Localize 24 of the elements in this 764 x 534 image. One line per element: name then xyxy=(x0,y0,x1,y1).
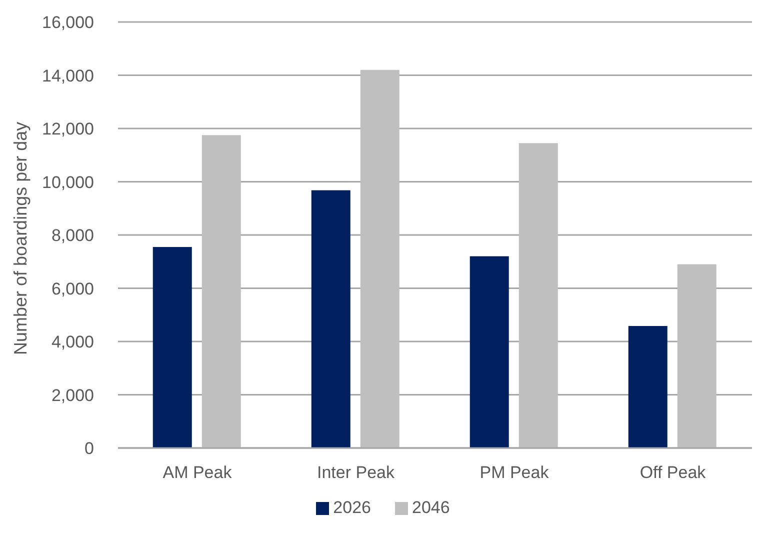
x-tick-label: PM Peak xyxy=(480,463,550,482)
bar xyxy=(628,326,668,448)
y-tick-label: 14,000 xyxy=(42,66,94,86)
y-tick-label: 2,000 xyxy=(51,386,94,405)
bar xyxy=(677,264,716,448)
legend-label: 2026 xyxy=(333,498,371,517)
bar xyxy=(152,246,192,448)
bar xyxy=(311,190,350,448)
x-tick-label: Off Peak xyxy=(640,463,706,482)
bar xyxy=(202,135,241,448)
y-tick-label: 10,000 xyxy=(42,172,94,192)
y-tick-label: 8,000 xyxy=(51,226,94,246)
legend-label: 2046 xyxy=(412,498,450,517)
y-tick-label: 16,000 xyxy=(42,13,94,32)
y-tick-label: 6,000 xyxy=(51,279,94,298)
y-tick-label: 12,000 xyxy=(42,120,94,139)
bar xyxy=(360,70,400,448)
y-tick-label: 0 xyxy=(84,439,94,458)
bar xyxy=(518,143,558,448)
x-tick-label: AM Peak xyxy=(162,463,232,482)
x-tick-label: Inter Peak xyxy=(317,463,395,482)
y-axis-title: Number of boardings per day xyxy=(10,122,30,355)
bar xyxy=(470,256,509,448)
y-tick-label: 4,000 xyxy=(51,332,94,352)
